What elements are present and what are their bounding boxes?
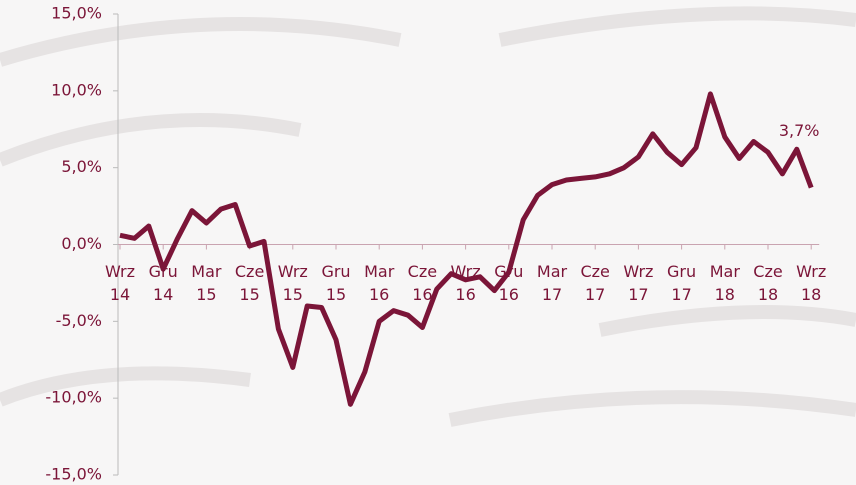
x-tick-label: Mar 16 — [364, 261, 395, 304]
x-tick-label: Cze 17 — [580, 261, 610, 304]
x-tick-label: Wrz 15 — [277, 261, 308, 304]
y-tick-label: 15,0% — [51, 4, 102, 23]
x-tick-label: Gru 17 — [667, 261, 697, 304]
x-tick-label: Gru 14 — [148, 261, 178, 304]
background-pattern — [0, 6, 856, 427]
x-tick-label: Wrz 14 — [104, 261, 136, 304]
x-tick-label: Wrz 17 — [623, 261, 654, 304]
x-tick-label: Cze 15 — [234, 261, 265, 304]
x-tick-label: Gru 16 — [494, 261, 524, 304]
y-tick-label: -10,0% — [45, 388, 102, 407]
y-tick-label: -15,0% — [45, 465, 102, 484]
x-tick-label: Wrz 18 — [796, 261, 827, 304]
x-tick-label: Wrz 16 — [450, 261, 481, 304]
data-line — [119, 91, 814, 407]
x-tick-label: Gru 15 — [321, 261, 351, 304]
x-tick-label: Cze 16 — [407, 261, 438, 304]
value-label: 3,7% — [779, 121, 820, 140]
x-tick-label: Mar 17 — [536, 261, 568, 304]
y-tick-label: 5,0% — [61, 157, 102, 176]
x-tick-label: Cze 18 — [753, 261, 783, 304]
y-tick-label: 10,0% — [51, 80, 102, 99]
x-tick-label: Mar 15 — [191, 261, 222, 304]
y-tick-label: 0,0% — [61, 234, 102, 253]
x-tick-label: Mar 18 — [709, 261, 740, 304]
y-tick-label: -5,0% — [56, 311, 102, 330]
